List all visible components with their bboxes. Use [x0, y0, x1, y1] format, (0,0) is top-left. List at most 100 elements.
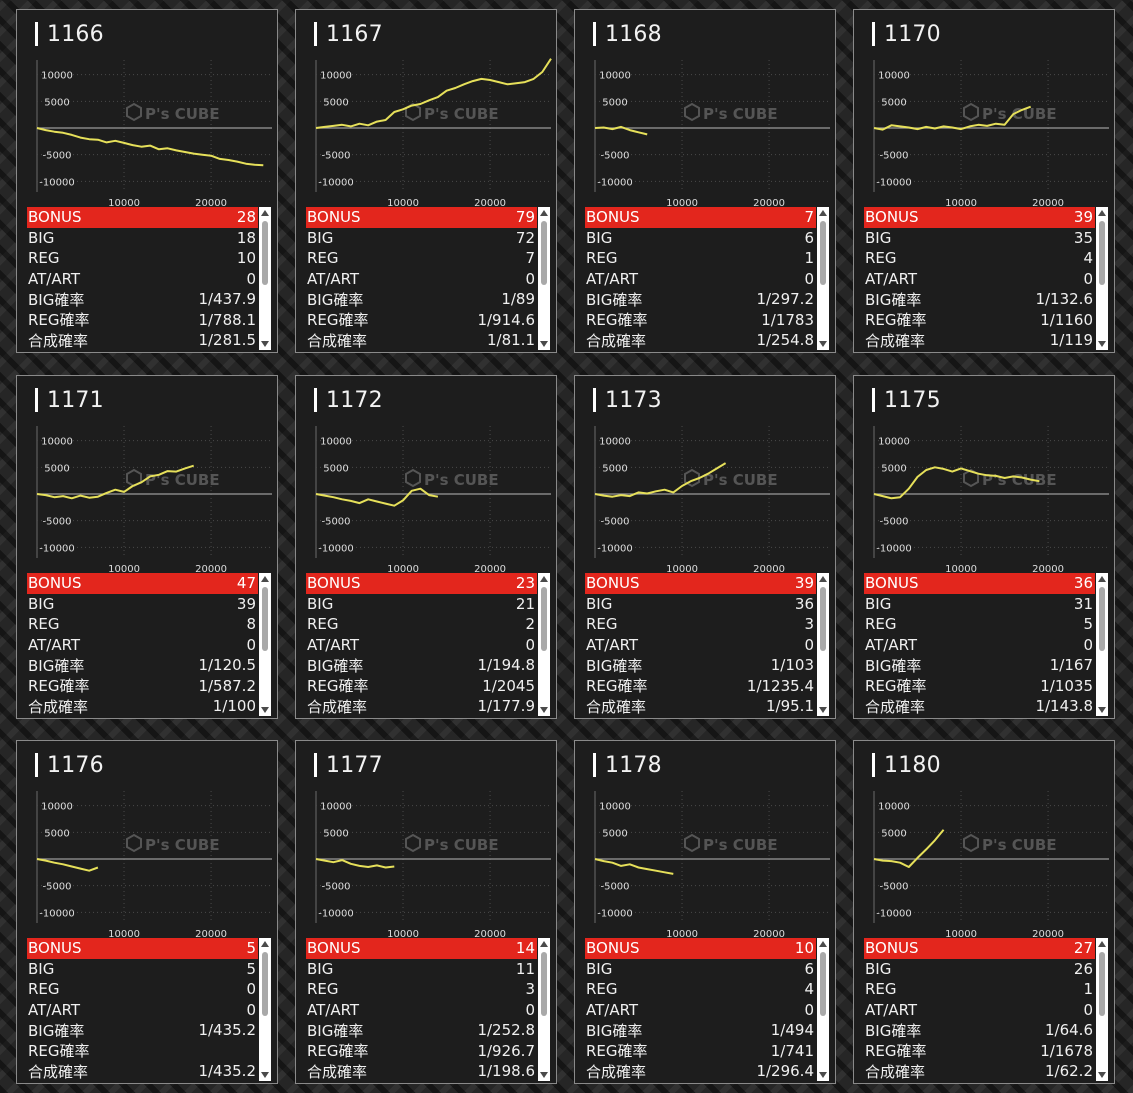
card-title: 1166: [35, 21, 104, 47]
scroll-down-icon[interactable]: [1098, 1072, 1106, 1078]
stats-scrollbar[interactable]: [259, 573, 271, 716]
watermark-text: P's CUBE: [145, 105, 220, 123]
machine-card[interactable]: 1171 P's CUBE 10000 5000 -5000 -10000 10000 20…: [16, 375, 278, 719]
payout-chart: P's CUBE 10000 5000 -5000 -10000 10000 20000: [17, 50, 279, 210]
bonus-row: BONUS 7: [585, 207, 816, 228]
stats-scrollbar[interactable]: [1096, 573, 1108, 716]
x-tick-label: 10000: [108, 564, 140, 575]
scroll-down-icon[interactable]: [819, 341, 827, 347]
scroll-down-icon[interactable]: [261, 341, 269, 347]
reg-rate-label: REG確率: [865, 677, 927, 696]
stats-scrollbar[interactable]: [1096, 938, 1108, 1081]
scroll-up-icon[interactable]: [819, 941, 827, 947]
machine-card[interactable]: 1166 P's CUBE 10000 5000 -5000 -10000 10000 20…: [16, 9, 278, 353]
stats-scrollbar[interactable]: [259, 938, 271, 1081]
stats-scrollbar[interactable]: [538, 938, 550, 1081]
reg-row: REG 0: [27, 979, 258, 1000]
big-row: BIG 6: [585, 959, 816, 980]
stats-scrollbar[interactable]: [817, 938, 829, 1081]
scroll-thumb[interactable]: [262, 952, 268, 1016]
scroll-up-icon[interactable]: [819, 210, 827, 216]
x-tick-label: 20000: [474, 198, 506, 209]
machine-card[interactable]: 1178 P's CUBE 10000 5000 -5000 -10000 10000 20…: [574, 740, 836, 1084]
reg-label: REG: [586, 980, 618, 999]
total-rate-row: 合成確率 1/435.2: [27, 1061, 258, 1082]
total-rate-value: 1/198.6: [477, 1062, 535, 1081]
payout-series-line: [594, 125, 648, 136]
scroll-thumb[interactable]: [1099, 221, 1105, 285]
big-row: BIG 35: [864, 228, 1095, 249]
y-tick-label: 5000: [323, 97, 348, 108]
scroll-up-icon[interactable]: [540, 576, 548, 582]
machine-card[interactable]: 1173 P's CUBE 10000 5000 -5000 -10000 10000 20…: [574, 375, 836, 719]
machine-card[interactable]: 1167 P's CUBE 10000 5000 -5000 -10000 10000 20…: [295, 9, 557, 353]
scroll-up-icon[interactable]: [819, 576, 827, 582]
scroll-down-icon[interactable]: [261, 1072, 269, 1078]
scroll-down-icon[interactable]: [261, 707, 269, 713]
reg-rate-value: 1/1235.4: [746, 676, 814, 695]
big-value: 36: [794, 594, 814, 613]
stats-scrollbar[interactable]: [259, 207, 271, 350]
scroll-up-icon[interactable]: [261, 576, 269, 582]
scroll-up-icon[interactable]: [1098, 576, 1106, 582]
scroll-up-icon[interactable]: [1098, 941, 1106, 947]
title-accent-bar: [872, 388, 875, 412]
scroll-down-icon[interactable]: [540, 707, 548, 713]
stats-scrollbar[interactable]: [1096, 207, 1108, 350]
machine-card[interactable]: 1170 P's CUBE 10000 5000 -5000 -10000 10000 20…: [853, 9, 1115, 353]
atart-value: 0: [1083, 635, 1093, 654]
scroll-thumb[interactable]: [1099, 952, 1105, 1016]
scroll-thumb[interactable]: [262, 221, 268, 285]
reg-label: REG: [307, 980, 339, 999]
machine-card[interactable]: 1172 P's CUBE 10000 5000 -5000 -10000 10000 20…: [295, 375, 557, 719]
scroll-thumb[interactable]: [541, 221, 547, 285]
big-rate-value: 1/120.5: [198, 656, 256, 675]
machine-card[interactable]: 1168 P's CUBE 10000 5000 -5000 -10000 10000 20…: [574, 9, 836, 353]
machine-card[interactable]: 1177 P's CUBE 10000 5000 -5000 -10000 10000 20…: [295, 740, 557, 1084]
stats-scrollbar[interactable]: [538, 207, 550, 350]
atart-label: AT/ART: [28, 1000, 81, 1019]
machine-number: 1166: [47, 21, 104, 47]
y-tick-label: -5000: [321, 517, 350, 528]
scroll-thumb[interactable]: [820, 587, 826, 651]
bonus-value: 79: [515, 208, 535, 227]
payout-chart: P's CUBE 10000 5000 -5000 -10000 10000 20000: [575, 50, 837, 210]
y-tick-label: -10000: [318, 543, 353, 554]
atart-label: AT/ART: [307, 1000, 360, 1019]
big-rate-value: 1/167: [1049, 656, 1093, 675]
reg-rate-value: 1/1035: [1040, 676, 1093, 695]
scroll-up-icon[interactable]: [1098, 210, 1106, 216]
scroll-down-icon[interactable]: [819, 1072, 827, 1078]
scroll-down-icon[interactable]: [819, 707, 827, 713]
machine-card[interactable]: 1175 P's CUBE 10000 5000 -5000 -10000 10000 20…: [853, 375, 1115, 719]
big-value: 18: [236, 228, 256, 247]
total-rate-row: 合成確率 1/119: [864, 330, 1095, 351]
x-tick-label: 10000: [945, 564, 977, 575]
scroll-down-icon[interactable]: [540, 341, 548, 347]
y-tick-label: -10000: [318, 177, 353, 188]
scroll-down-icon[interactable]: [1098, 341, 1106, 347]
stats-scrollbar[interactable]: [817, 573, 829, 716]
bonus-row: BONUS 10: [585, 938, 816, 959]
scroll-up-icon[interactable]: [261, 941, 269, 947]
scroll-up-icon[interactable]: [261, 210, 269, 216]
scroll-up-icon[interactable]: [540, 941, 548, 947]
reg-rate-row: REG確率 1/587.2: [27, 676, 258, 697]
stats-scrollbar[interactable]: [817, 207, 829, 350]
watermark-logo-icon: [405, 833, 421, 853]
scroll-thumb[interactable]: [1099, 587, 1105, 651]
machine-card[interactable]: 1180 P's CUBE 10000 5000 -5000 -10000 10000 20…: [853, 740, 1115, 1084]
machine-card[interactable]: 1176 P's CUBE 10000 5000 -5000 -10000 10000 20…: [16, 740, 278, 1084]
machine-number: 1175: [884, 387, 941, 413]
scroll-thumb[interactable]: [820, 221, 826, 285]
scroll-down-icon[interactable]: [1098, 707, 1106, 713]
x-tick-label: 10000: [387, 198, 419, 209]
scroll-thumb[interactable]: [541, 587, 547, 651]
watermark-logo-icon: [405, 102, 421, 122]
scroll-thumb[interactable]: [541, 952, 547, 1016]
scroll-thumb[interactable]: [820, 952, 826, 1016]
scroll-thumb[interactable]: [262, 587, 268, 651]
scroll-down-icon[interactable]: [540, 1072, 548, 1078]
scroll-up-icon[interactable]: [540, 210, 548, 216]
stats-scrollbar[interactable]: [538, 573, 550, 716]
